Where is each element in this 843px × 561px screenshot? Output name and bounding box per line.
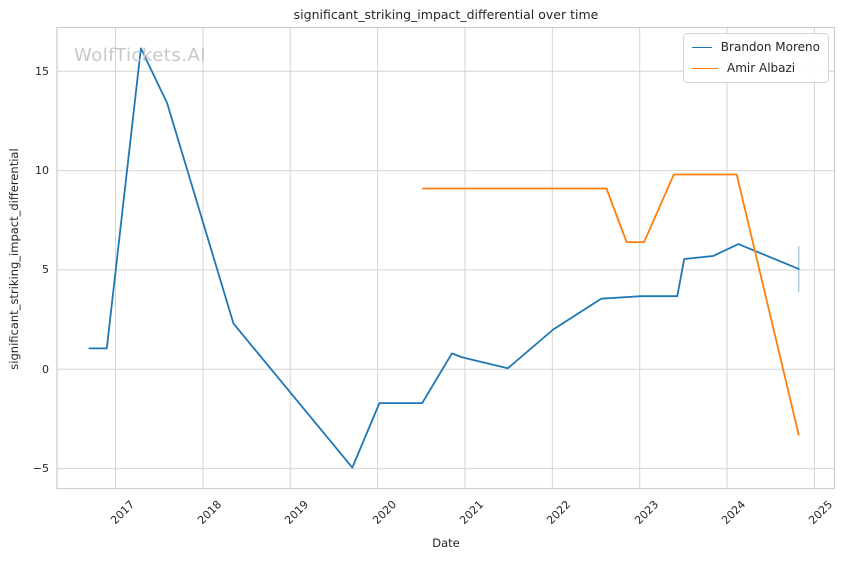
legend-line-swatch-orange: [692, 68, 718, 69]
y-tick-label: 5: [42, 263, 49, 277]
series-line-0: [88, 47, 800, 469]
chart-title: significant_striking_impact_differential…: [293, 7, 599, 22]
x-axis-label: Date: [432, 536, 460, 550]
legend-label: Brandon Moreno: [720, 40, 820, 54]
axes-border: [56, 26, 836, 490]
legend-item-amir-albazi: Amir Albazi: [692, 61, 820, 76]
y-tick-label: 0: [42, 362, 49, 376]
watermark: WolfTickets.AI: [74, 45, 207, 66]
legend-line-swatch-blue: [692, 47, 712, 48]
legend-label: Amir Albazi: [727, 61, 796, 75]
y-tick-label: 15: [35, 64, 49, 78]
y-tick-label: −5: [32, 462, 49, 476]
legend: Brandon Moreno Amir Albazi: [683, 33, 829, 83]
series-line-1: [422, 173, 800, 436]
y-tick-label: 10: [35, 164, 49, 178]
legend-item-brandon-moreno: Brandon Moreno: [692, 40, 820, 55]
